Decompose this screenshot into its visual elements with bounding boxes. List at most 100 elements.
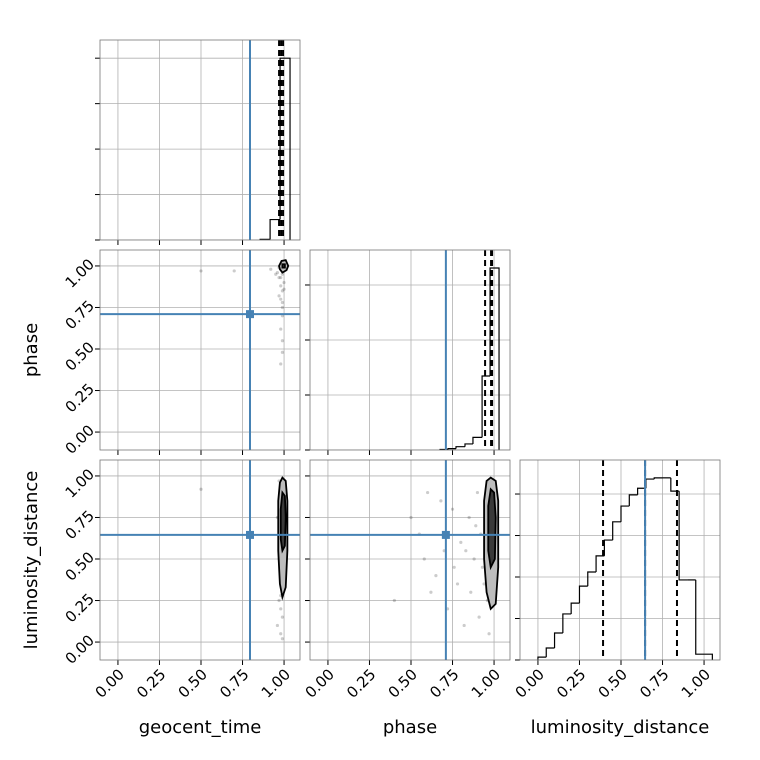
plot-area <box>310 460 510 660</box>
panel-frame <box>309 249 511 451</box>
histogram-panel <box>305 249 511 455</box>
scatter-panel: 0.00 0.25 0.50 0.75 1.000.000.250.500.751.00 <box>62 459 301 702</box>
sample-point <box>282 287 286 291</box>
sample-point <box>487 632 491 636</box>
x-tick-label: 0.00 <box>302 665 338 701</box>
histogram-step <box>603 539 613 556</box>
y-tick-label: 0.00 <box>62 421 98 457</box>
sample-point <box>277 598 281 603</box>
sample-point <box>279 284 283 288</box>
sample-point <box>422 557 426 561</box>
x-tick-label: 1.00 <box>678 665 714 701</box>
sample-point <box>452 565 456 569</box>
contour <box>487 487 497 571</box>
sample-point <box>462 623 466 628</box>
sample-point <box>392 598 396 603</box>
sample-point <box>434 574 438 578</box>
x-tick-label: 0.50 <box>595 665 631 701</box>
histogram-step <box>562 613 572 634</box>
sample-point <box>275 270 280 275</box>
sample-point <box>280 339 284 343</box>
y-tick-label: 0.25 <box>62 590 98 626</box>
histogram-panel: 0.00 0.25 0.50 0.75 1.00 <box>512 459 721 702</box>
x-tick-label: 1.00 <box>258 665 294 701</box>
sample-point <box>279 327 283 331</box>
contour <box>279 490 287 554</box>
sample-point <box>279 297 283 301</box>
sample-point <box>429 590 433 594</box>
sample-point <box>280 300 284 305</box>
histogram-step <box>645 478 655 489</box>
x-tick-label: 0.50 <box>385 665 421 701</box>
sample-point <box>467 515 471 520</box>
histogram-step <box>587 571 597 587</box>
histogram-step <box>269 218 281 240</box>
sample-point <box>469 590 473 594</box>
histogram-step <box>455 446 465 449</box>
histogram-step <box>537 656 547 660</box>
sample-point <box>426 490 430 495</box>
sample-point <box>280 272 284 276</box>
x-tick-label: 0.75 <box>426 665 462 701</box>
sample-point <box>279 632 283 636</box>
sample-point <box>455 582 460 586</box>
y-tick-label: 1.00 <box>62 255 98 291</box>
y-axis-label: luminosity_distance <box>21 471 42 650</box>
sample-point <box>474 524 478 528</box>
histogram-step <box>628 494 638 507</box>
sample-point <box>450 507 455 511</box>
sample-point <box>439 499 443 503</box>
x-axis-label: luminosity_distance <box>531 717 710 738</box>
histogram-step <box>472 436 483 444</box>
panel-frame <box>309 459 511 661</box>
histogram-step <box>570 602 580 614</box>
contour <box>281 263 286 269</box>
y-tick-label: 0.00 <box>62 631 98 667</box>
histogram-step <box>447 448 457 450</box>
sample-point <box>199 269 203 273</box>
panel-frame <box>99 459 301 661</box>
sample-point <box>277 275 281 280</box>
x-tick-label: 0.00 <box>92 665 128 701</box>
x-tick-label: 0.00 <box>512 665 548 701</box>
histogram-step <box>653 477 663 480</box>
y-axis-label: phase <box>21 323 42 377</box>
histogram-step <box>637 487 646 495</box>
panel-frame <box>99 249 301 451</box>
plot-area <box>100 460 300 660</box>
x-tick-label: 0.25 <box>553 665 589 701</box>
sample-point <box>459 540 463 544</box>
plot-area <box>100 250 300 450</box>
sample-point <box>280 305 284 310</box>
y-tick-label: 1.00 <box>62 465 98 501</box>
sample-point <box>275 623 280 628</box>
histogram-step <box>612 521 621 541</box>
panel-frame <box>519 459 721 661</box>
histogram-panel <box>95 39 301 245</box>
sample-point <box>279 607 283 611</box>
y-tick-label: 0.25 <box>62 380 98 416</box>
sample-point <box>280 637 284 641</box>
sample-point <box>280 615 284 619</box>
sample-point <box>477 615 481 619</box>
truth-marker <box>246 530 254 539</box>
sample-point <box>277 294 281 298</box>
histogram-step <box>578 585 588 604</box>
sample-point <box>409 515 413 520</box>
panel-frame <box>99 39 301 241</box>
truth-marker <box>441 530 450 539</box>
sample-point <box>280 289 284 293</box>
plot-area <box>100 40 300 240</box>
truth-marker <box>246 310 254 319</box>
sample-point <box>282 280 286 285</box>
sample-point <box>269 267 273 271</box>
x-tick-label: 0.50 <box>175 665 211 701</box>
x-tick-label: 0.25 <box>133 665 169 701</box>
histogram-step <box>464 443 473 447</box>
sample-point <box>274 272 278 276</box>
histogram-step <box>704 653 713 660</box>
x-tick-label: 0.75 <box>636 665 672 701</box>
histogram-step <box>695 579 705 655</box>
sample-point <box>280 350 284 354</box>
